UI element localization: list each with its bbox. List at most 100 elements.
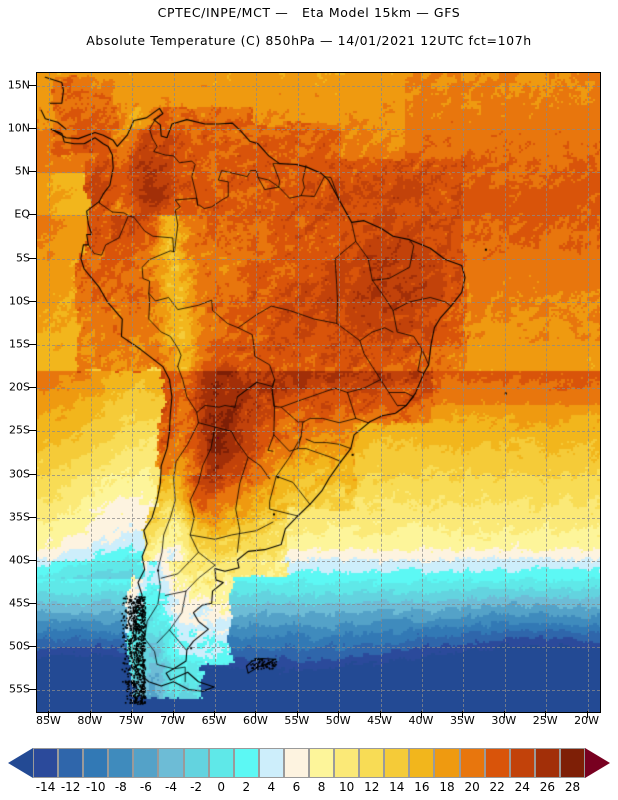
longitude-tick-mark [214,711,215,718]
latitude-tick-mark [29,516,36,518]
colorbar-swatch[interactable] [484,748,510,778]
latitude-tick-label: 55S [9,682,30,696]
latitude-tick-label: 30S [9,467,30,481]
longitude-tick-label: 85W [35,714,61,727]
latitude-tick-mark [29,646,36,648]
colorbar-tick-label: 4 [267,780,276,794]
colorbar-tick-label: -14 [35,780,56,794]
triangle-right-icon [585,748,610,778]
figure-title-variable: Absolute Temperature (C) 850hPa — 14/01/… [86,33,532,48]
colorbar-swatch[interactable] [133,748,159,778]
longitude-tick-mark [89,711,91,718]
latitude-tick-mark [29,430,36,432]
map-plot-area[interactable] [36,72,601,713]
colorbar-tick-label: 26 [539,780,555,794]
colorbar-swatch[interactable] [83,748,109,778]
colorbar-tick-label: -6 [139,780,152,794]
colorbar-swatch[interactable] [283,748,309,778]
longitude-tick-label: 25W [532,714,558,727]
colorbar-tick-label: -12 [60,780,81,794]
colorbar-tick-label: -8 [114,780,127,794]
latitude-tick-label: 45S [9,596,30,610]
colorbar-swatch[interactable] [208,748,234,778]
colorbar-swatch[interactable] [559,748,585,778]
colorbar-swatch[interactable] [183,748,209,778]
longitude-tick-mark [48,711,50,718]
colorbar-swatch[interactable] [309,748,335,778]
longitude-tick-mark [255,711,257,718]
latitude-tick-label: EQ [14,207,30,221]
colorbar-swatch[interactable] [258,748,284,778]
colorbar-tick-label: 12 [364,780,380,794]
latitude-tick-label: 5S [16,251,30,265]
colorbar-tick-label: 22 [489,780,505,794]
colorbar-tick-label: 20 [464,780,480,794]
colorbar-swatch[interactable] [459,748,485,778]
colorbar-swatch[interactable] [158,748,184,778]
longitude-tick-label: 35W [449,714,475,727]
latitude-tick-mark [29,689,36,691]
colorbar-swatch[interactable] [108,748,134,778]
latitude-tick-mark [29,214,36,216]
colorbar-tick-label: 28 [564,780,581,794]
colorbar-tick-label: -10 [85,780,106,794]
longitude-tick-mark [545,711,547,718]
colorbar-swatch[interactable] [409,748,435,778]
colorbar-tick-label: 24 [514,780,530,794]
colorbar-tick-label: 6 [292,780,301,794]
figure-title-model: CPTEC/INPE/MCT — Eta Model 15km — GFS [157,5,461,20]
colorbar-swatch[interactable] [233,748,259,778]
colorbar-tick-label: 18 [439,780,455,794]
latitude-tick-label: 25S [9,423,30,437]
colorbar-swatch[interactable] [534,748,560,778]
latitude-tick-mark [29,387,36,389]
latitude-tick-mark [29,473,36,475]
longitude-tick-label: 80W [77,714,103,727]
longitude-tick-label: 75W [118,714,144,727]
colorbar-swatch[interactable] [384,748,410,778]
longitude-tick-label: 45W [367,714,393,727]
longitude-tick-label: 55W [284,714,310,727]
temperature-field-raster [37,73,600,712]
longitude-tick-label: 40W [408,714,434,727]
longitude-tick-label: 30W [491,714,517,727]
colorbar-swatch[interactable] [359,748,385,778]
colorbar-tick-label: 0 [217,780,225,794]
latitude-tick-label: 10S [9,294,30,308]
longitude-tick-label: 70W [160,714,186,727]
latitude-tick-mark [29,257,36,259]
latitude-tick-label: 20S [9,380,30,394]
colorbar-swatch[interactable] [334,748,360,778]
colorbar-swatch[interactable] [509,748,535,778]
latitude-tick-mark [29,128,36,130]
latitude-tick-label: 15S [9,337,30,351]
colorbar-tick-label: 8 [317,780,326,794]
longitude-tick-mark [172,711,174,718]
longitude-tick-mark [131,711,133,718]
longitude-tick-mark [462,711,464,718]
longitude-tick-label: 60W [242,714,268,727]
colorbar-swatch[interactable] [33,748,59,778]
latitude-tick-label: 35S [9,510,30,524]
latitude-tick-label: 40S [9,553,30,567]
latitude-tick-mark [29,344,36,345]
latitude-tick-mark [29,84,36,86]
latitude-tick-label: 50S [9,639,30,653]
colorbar-tick-label: 2 [242,780,251,794]
longitude-tick-label: 50W [325,714,351,727]
triangle-left-icon [8,748,33,778]
latitude-tick-label: 10N [7,121,30,135]
latitude-tick-mark [29,559,36,561]
longitude-tick-mark [296,711,298,718]
temperature-colorbar[interactable] [0,748,618,780]
colorbar-tick-label: -4 [165,780,177,794]
colorbar-tick-label: 14 [389,780,405,794]
colorbar-tick-label: 16 [414,780,430,794]
longitude-tick-mark [420,711,422,718]
longitude-tick-label: 20W [574,714,600,727]
colorbar-swatch[interactable] [434,748,460,778]
longitude-tick-mark [503,711,505,718]
colorbar-swatch[interactable] [58,748,84,778]
longitude-tick-label: 65W [201,714,227,727]
